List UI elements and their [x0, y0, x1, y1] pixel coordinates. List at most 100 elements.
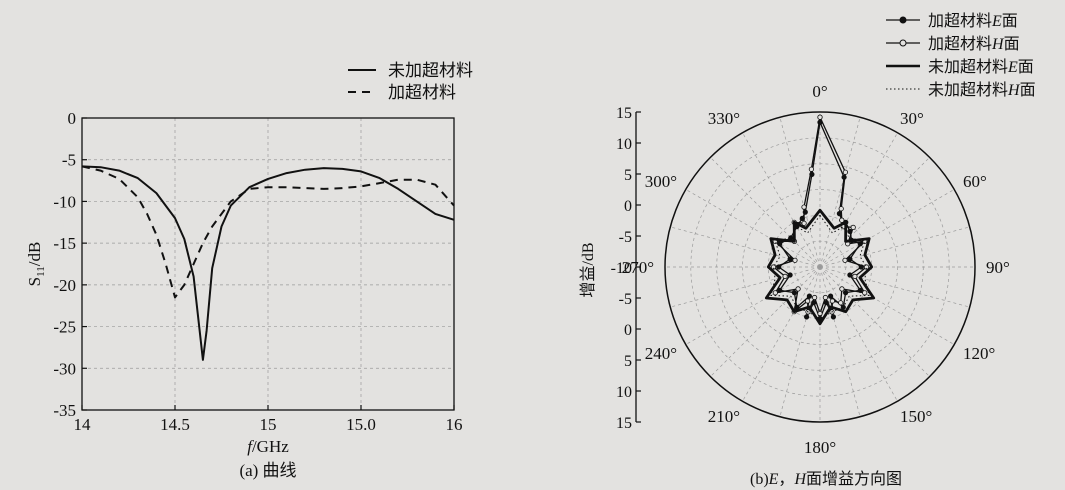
polar-angle-label: 60°: [963, 172, 987, 191]
y-tick-label: 0: [68, 109, 77, 128]
y-tick-label: -15: [53, 234, 76, 253]
polar-marker: [806, 293, 813, 299]
polar-grid-ring: [742, 189, 898, 345]
polar-spoke: [819, 266, 861, 417]
polar-marker: [839, 217, 845, 223]
polar-angle-label: 150°: [900, 407, 932, 426]
x-tick-label: 15: [260, 415, 277, 434]
polar-marker: [850, 224, 856, 230]
polar-radial-tick-label: -5: [619, 229, 632, 246]
polar-marker: [862, 290, 868, 296]
polar-y-axis-label: 增益/dB: [579, 242, 597, 297]
polar-marker: [808, 166, 815, 172]
s11-legend-label: 未加超材料: [388, 61, 473, 80]
y-tick-label: -5: [62, 151, 76, 170]
polar-spoke: [710, 157, 821, 268]
polar-spoke: [779, 266, 821, 417]
polar-spoke: [819, 226, 970, 268]
polar-radial-axis: 15 10 5 0 -5 -10 -5 0 5 10 15: [611, 105, 641, 432]
polar-marker: [782, 273, 788, 279]
y-tick-label: -30: [53, 359, 76, 378]
polar-angle-label: 180°: [804, 438, 836, 457]
polar-angle-label: 30°: [900, 109, 924, 128]
polar-angle-label: 330°: [708, 109, 740, 128]
polar-spoke: [670, 266, 821, 308]
x-tick-label: 14: [74, 415, 92, 434]
polar-legend-label: 未加超材料E面: [928, 58, 1034, 76]
polar-marker: [847, 272, 853, 278]
polar-series: [764, 114, 876, 326]
polar-grid-ring: [690, 137, 950, 397]
polar-radial-tick-label: 10: [616, 136, 632, 153]
polar-spoke: [819, 266, 930, 377]
polar-spoke: [819, 132, 898, 268]
polar-radial-tick-label: 5: [624, 167, 632, 184]
polar-spoke: [710, 266, 821, 377]
polar-marker: [838, 300, 844, 306]
polar-legend-label: 未加超材料H面: [928, 81, 1036, 99]
polar-marker: [792, 257, 798, 263]
polar-marker: [842, 169, 849, 175]
x-tick-label: 15.0: [346, 415, 376, 434]
polar-marker: [811, 294, 818, 301]
s11-ticks: 14 14.5 15 15.0 16 0 -5 -10 -15 -20 -25 -30 -35: [53, 109, 462, 434]
s11-series: [81, 165, 455, 361]
polar-radial-tick-label: 15: [616, 415, 632, 432]
polar-marker: [830, 314, 837, 320]
polar-radial-tick-label: -10: [611, 260, 632, 277]
y-tick-label: -35: [53, 401, 76, 420]
polar-radial-tick-label: 0: [624, 198, 632, 215]
polar-spoke: [670, 226, 821, 268]
polar-spoke: [819, 266, 898, 402]
s11-x-axis-label: f/GHz: [247, 437, 289, 456]
polar-spoke: [819, 117, 861, 268]
polar-spoke: [779, 117, 821, 268]
polar-radial-tick-label: 0: [624, 322, 632, 339]
s11-series-line-2: [81, 165, 455, 299]
polar-angle-labels: 0°30°60°90°120°150°180°210°240°270°300°3…: [622, 82, 1010, 457]
s11-legend-label: 加超材料: [388, 83, 456, 102]
polar-marker: [842, 289, 849, 296]
polar-marker: [817, 310, 823, 317]
polar-marker: [772, 290, 778, 296]
polar-marker: [804, 298, 811, 304]
polar-marker: [801, 220, 807, 226]
polar-marker: [801, 204, 807, 210]
polar-spoke: [819, 266, 955, 345]
polar-series-line-3: [764, 208, 876, 326]
polar-angle-label: 90°: [986, 258, 1010, 277]
polar-marker: [795, 286, 801, 292]
polar-marker: [839, 286, 845, 292]
y-tick-label: -10: [53, 192, 76, 211]
s11-grid: [82, 118, 454, 410]
polar-marker: [838, 206, 844, 212]
polar-grid: [664, 111, 976, 423]
polar-legend-marker: [899, 16, 907, 24]
s11-chart: 14 14.5 15 15.0 16 0 -5 -10 -15 -20 -25 -30 -35 未加超材…: [25, 61, 473, 480]
polar-legend-label: 加超材料E面: [928, 12, 1018, 30]
polar-marker: [787, 272, 793, 278]
polar-spoke: [819, 266, 970, 308]
polar-spoke: [742, 132, 821, 268]
s11-series-line-1: [81, 165, 455, 361]
polar-angle-label: 120°: [963, 344, 995, 363]
polar-radial-tick-label: 5: [624, 353, 632, 370]
polar-legend-label: 加超材料H面: [928, 35, 1020, 53]
y-tick-label: -20: [53, 276, 76, 295]
polar-marker: [842, 257, 848, 263]
polar-spoke: [819, 157, 930, 268]
polar-legend-marker: [899, 39, 907, 47]
polar-outer-ring: [664, 111, 976, 423]
polar-spoke: [742, 266, 821, 402]
s11-y-axis-label: S11/dB: [25, 242, 47, 287]
polar-marker: [817, 114, 823, 120]
polar-marker: [822, 294, 829, 301]
polar-marker: [827, 293, 834, 299]
x-tick-label: 14.5: [160, 415, 190, 434]
polar-radial-tick-label: 15: [616, 105, 632, 122]
gain-polar-chart: 0°30°60°90°120°150°180°210°240°270°300°3…: [579, 12, 1036, 488]
polar-marker: [852, 273, 858, 279]
